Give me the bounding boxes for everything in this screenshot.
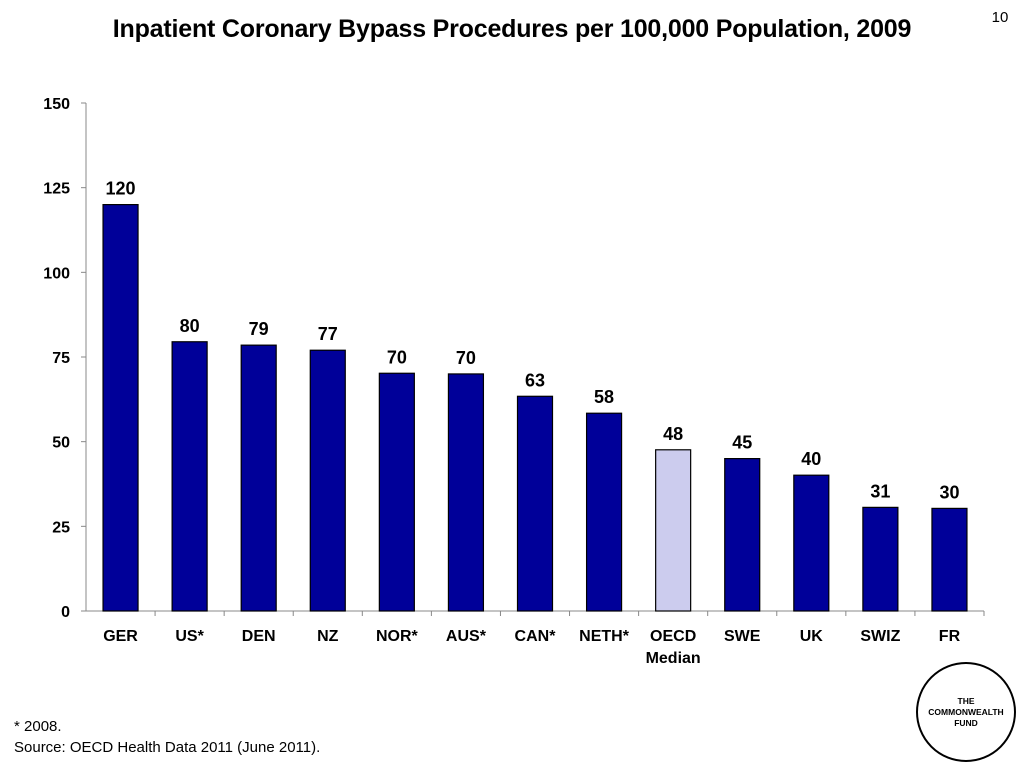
category-label: NZ <box>317 628 339 645</box>
commonwealth-fund-logo: THE COMMONWEALTH FUND <box>916 662 1016 762</box>
data-label: 79 <box>249 319 269 339</box>
chart-title: Inpatient Coronary Bypass Procedures per… <box>112 15 912 43</box>
y-tick-label: 125 <box>43 181 70 198</box>
category-label: DEN <box>242 628 276 645</box>
y-tick-label: 150 <box>43 96 70 113</box>
bar <box>724 458 761 612</box>
bar <box>793 474 830 612</box>
logo-line-2: COMMONWEALTH <box>928 706 1004 717</box>
y-tick-label: 100 <box>43 265 70 282</box>
bar <box>102 204 139 612</box>
bar <box>931 507 968 612</box>
data-label: 120 <box>106 179 136 199</box>
category-label: CAN* <box>515 628 557 645</box>
y-tick-label: 75 <box>52 350 70 367</box>
bar <box>171 341 208 612</box>
data-label: 70 <box>387 347 407 367</box>
data-label: 31 <box>870 481 890 501</box>
category-label: SWIZ <box>860 628 900 645</box>
logo-line-1: THE <box>957 695 975 706</box>
data-label: 45 <box>732 433 752 453</box>
category-label: AUS* <box>446 628 487 645</box>
data-label: 48 <box>663 424 683 444</box>
bar <box>516 395 554 612</box>
footnote-note: * 2008. <box>14 718 62 735</box>
data-label: 80 <box>180 316 200 336</box>
bar <box>655 449 692 612</box>
category-label: US* <box>175 628 204 645</box>
footnote: * 2008. Source: OECD Health Data 2011 (J… <box>14 716 320 758</box>
y-tick-label: 50 <box>52 435 70 452</box>
page-number: 10 <box>991 9 1009 26</box>
category-label: UK <box>800 628 824 645</box>
bar-chart: 0 25 50 75 100 125 150 120 GER 80 US* 79 DEN 77 NZ 70 NO… <box>43 96 985 667</box>
bar <box>378 372 415 612</box>
y-tick-label: 25 <box>52 519 70 536</box>
category-label: NOR* <box>376 628 419 645</box>
bar <box>447 373 485 612</box>
bar <box>240 344 277 612</box>
data-label: 40 <box>801 449 821 469</box>
category-label: Median <box>646 650 701 667</box>
category-label: NETH* <box>579 628 630 645</box>
category-label: FR <box>939 628 961 645</box>
logo-line-3: FUND <box>954 717 978 728</box>
data-label: 70 <box>456 348 476 368</box>
data-label: 58 <box>594 387 614 407</box>
category-label: SWE <box>724 628 761 645</box>
category-label: OECD <box>650 628 696 645</box>
footnote-source: Source: OECD Health Data 2011 (June 2011… <box>14 739 321 756</box>
bar <box>862 506 899 612</box>
bar <box>585 412 623 612</box>
data-label: 30 <box>939 482 959 502</box>
category-label: GER <box>103 628 138 645</box>
y-tick-label: 0 <box>61 604 70 621</box>
data-label: 63 <box>525 370 545 390</box>
data-label: 77 <box>318 324 338 344</box>
bar <box>309 349 346 612</box>
